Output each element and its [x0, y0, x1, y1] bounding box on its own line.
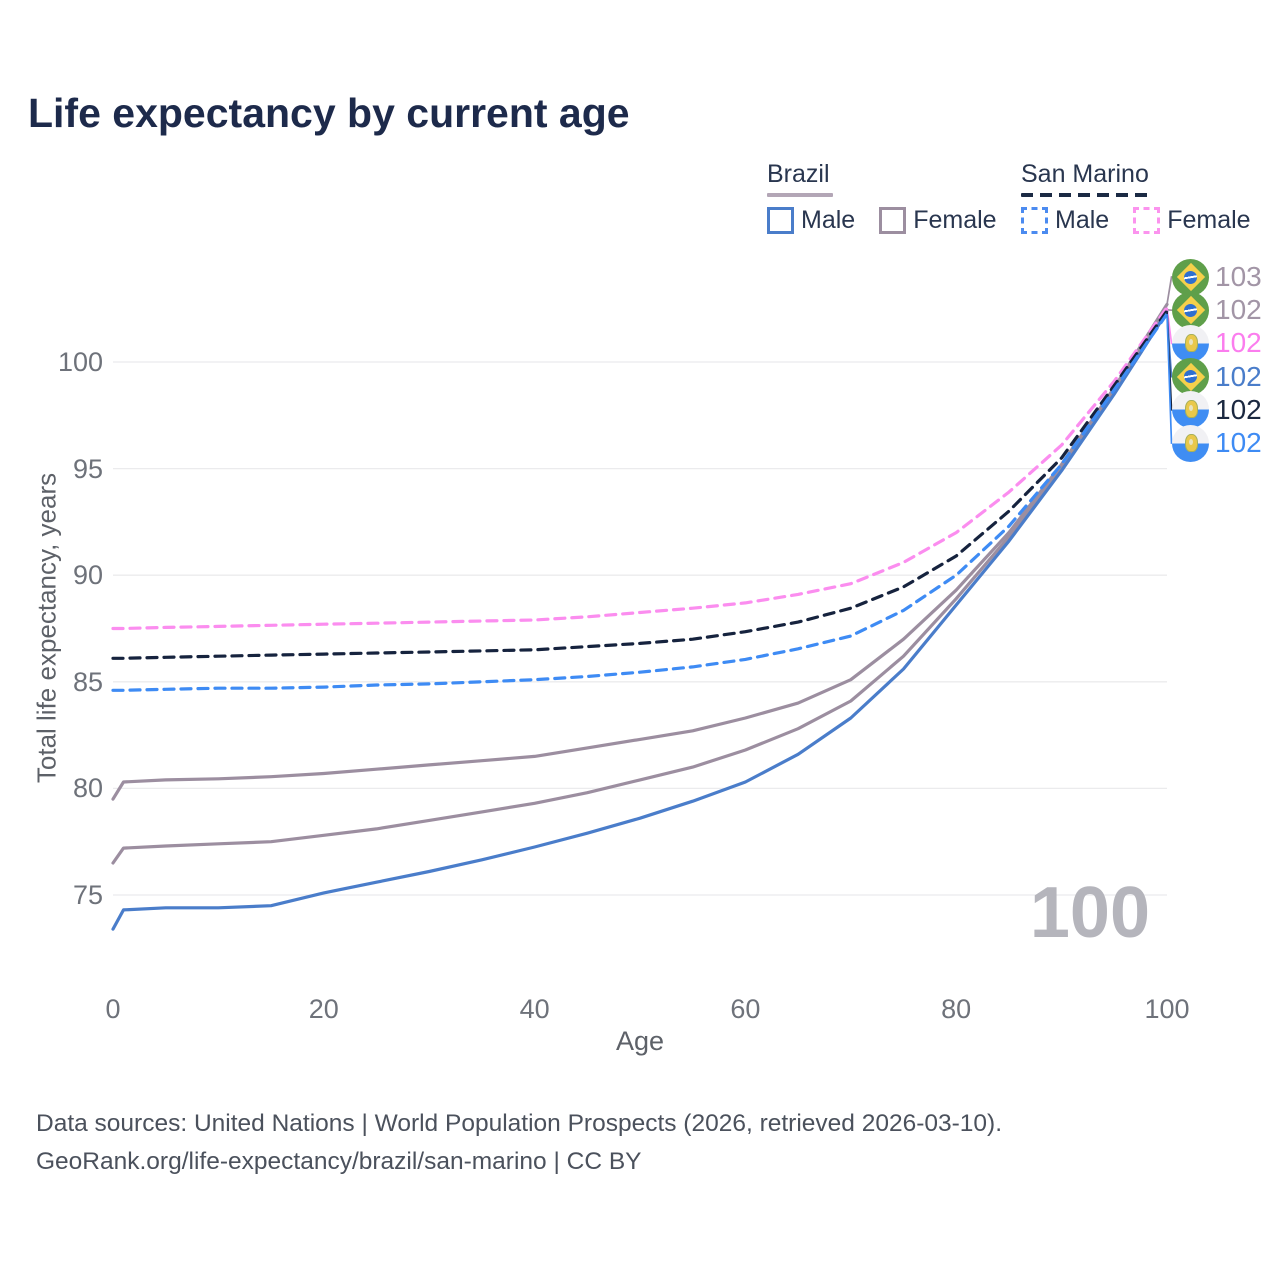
legend-country-san-marino[interactable]: San Marino [1021, 160, 1149, 188]
x-tick-label: 20 [308, 994, 339, 1024]
san-marino-flag-icon [1172, 324, 1209, 362]
legend-line-sample-brazil [767, 193, 833, 197]
y-tick-label: 100 [57, 347, 103, 377]
legend-label-brazil-male[interactable]: Male [801, 206, 856, 234]
end-label-value: 102 [1215, 327, 1262, 359]
x-tick-label: 80 [941, 994, 972, 1024]
end-label-value: 103 [1215, 261, 1262, 292]
end-label-row: 102 [1172, 358, 1262, 396]
san-marino-flag-icon [1172, 424, 1209, 462]
end-label-value: 102 [1215, 427, 1262, 458]
page-title: Life expectancy by current age [28, 90, 630, 136]
legend-label-san-marino-male[interactable]: Male [1055, 206, 1110, 234]
y-tick-label: 90 [72, 560, 103, 591]
brazil-flag-icon [1172, 291, 1209, 329]
attribution-line[interactable]: GeoRank.org/life-expectancy/brazil/san-m… [36, 1148, 642, 1175]
legend-label-san-marino-female[interactable]: Female [1167, 206, 1251, 234]
age-watermark: 100 [1029, 873, 1150, 953]
legend-country-brazil[interactable]: Brazil [767, 160, 830, 188]
y-tick-label: 85 [72, 666, 103, 697]
series-line-san-marino[interactable] [111, 309, 1169, 660]
brazil-flag-icon [1172, 358, 1209, 396]
end-label-row: 103 [1172, 258, 1262, 296]
x-tick-label: 0 [105, 994, 121, 1024]
legend-swatch-san-marino-female[interactable] [1133, 207, 1161, 234]
end-label-value: 102 [1215, 393, 1262, 425]
x-tick-label: 60 [730, 994, 761, 1024]
series-line-brazil-male[interactable] [111, 310, 1169, 931]
end-label-value: 102 [1215, 360, 1262, 392]
brazil-flag-icon [1172, 258, 1209, 296]
y-tick-label: 80 [72, 773, 103, 804]
x-tick-label: 100 [1144, 994, 1190, 1024]
y-axis-title: Total life expectancy, years [31, 472, 62, 784]
san-marino-flag-icon [1172, 391, 1209, 429]
x-tick-label: 40 [519, 994, 550, 1024]
end-label-value: 102 [1215, 294, 1262, 326]
legend-swatch-brazil-male[interactable] [767, 207, 794, 234]
legend-group-san-marino: San Marino Male Female [1021, 160, 1275, 235]
series-line-san-marino-female[interactable] [111, 306, 1169, 631]
legend-swatch-brazil-female[interactable] [879, 207, 907, 234]
end-label-row: 102 [1172, 424, 1262, 462]
end-label-row: 102 [1172, 391, 1262, 429]
legend-label-brazil-female[interactable]: Female [913, 206, 997, 234]
x-axis-title: Age [615, 1026, 665, 1056]
series-line-brazil[interactable] [111, 308, 1169, 865]
y-tick-label: 75 [72, 880, 103, 910]
series-line-san-marino-male[interactable] [111, 312, 1169, 692]
y-tick-label: 95 [72, 453, 103, 484]
data-sources-line: Data sources: United Nations | World Pop… [36, 1110, 1003, 1137]
end-label-row: 102 [1172, 291, 1262, 329]
legend-line-sample-san-marino [1021, 193, 1152, 197]
legend-swatch-san-marino-male[interactable] [1021, 207, 1048, 234]
end-label-row: 102 [1172, 324, 1262, 362]
legend-group-brazil: Brazil Male Female [767, 160, 1021, 235]
series-line-brazil-female[interactable] [111, 302, 1169, 801]
